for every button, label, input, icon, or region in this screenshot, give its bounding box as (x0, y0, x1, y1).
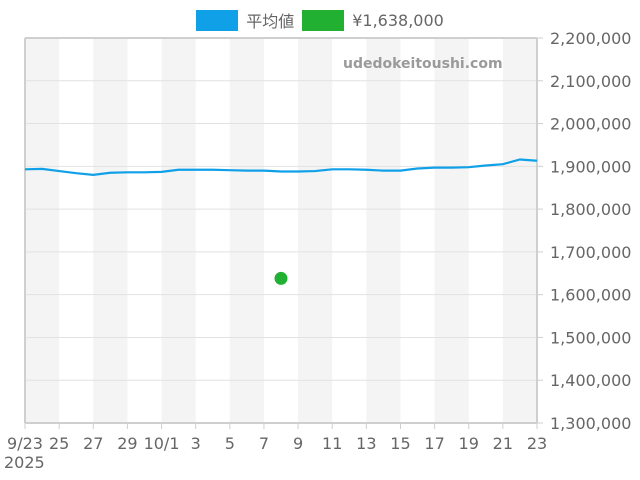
legend-label-price: ¥1,638,000 (352, 10, 444, 30)
x-axis-ticks: 9/23 25 27 29 10/1 3 5 7 9 11 13 15 17 19 21 23 2025 (4, 423, 547, 472)
legend-label-average: 平均値 (246, 12, 295, 31)
average-price-line (24, 158, 538, 176)
y-tick-label: 1,800,000 (550, 200, 631, 219)
watermark: udedokeitoushi.com (343, 56, 503, 72)
x-tick-label: 25 (49, 434, 69, 453)
y-tick-label: 2,000,000 (550, 115, 631, 134)
x-tick-label: 23 (527, 434, 547, 453)
legend-swatch-average (196, 9, 239, 31)
x-tick-label: 10/1 (144, 434, 180, 453)
price-point[interactable] (274, 271, 288, 285)
legend-item-average[interactable]: 平均値 (196, 8, 294, 32)
y-tick-label: 1,500,000 (550, 328, 631, 347)
y-tick-label: 1,900,000 (550, 157, 631, 176)
legend-item-price[interactable]: ¥1,638,000 (302, 9, 444, 31)
y-tick-label: 1,300,000 (550, 414, 631, 433)
x-tick-label: 11 (322, 434, 342, 453)
x-tick-label: 17 (424, 434, 444, 453)
y-tick-label: 2,100,000 (550, 72, 631, 91)
y-tick-label: 1,400,000 (550, 371, 631, 390)
x-tick-label: 15 (390, 434, 410, 453)
x-tick-label: 5 (225, 434, 235, 453)
alternating-bands (25, 38, 537, 423)
y-tick-label: 1,700,000 (550, 243, 631, 262)
x-tick-label: 29 (117, 434, 137, 453)
x-year-label: 2025 (4, 453, 45, 472)
x-tick-label: 27 (83, 434, 103, 453)
y-axis-ticks: 1,300,000 1,400,000 1,500,000 1,600,000 1,70… (537, 29, 631, 433)
x-tick-label: 9/23 (7, 434, 43, 453)
price-points (274, 271, 288, 285)
x-tick-label: 19 (459, 434, 479, 453)
x-tick-label: 9 (293, 434, 303, 453)
axes (24, 37, 538, 424)
x-tick-label: 3 (191, 434, 201, 453)
x-tick-label: 21 (493, 434, 513, 453)
x-tick-label: 13 (356, 434, 376, 453)
y-tick-label: 2,200,000 (550, 29, 631, 48)
legend: 平均値 ¥1,638,000 (0, 8, 640, 32)
y-tick-label: 1,600,000 (550, 286, 631, 305)
x-tick-label: 7 (259, 434, 269, 453)
legend-swatch-price (302, 9, 345, 31)
